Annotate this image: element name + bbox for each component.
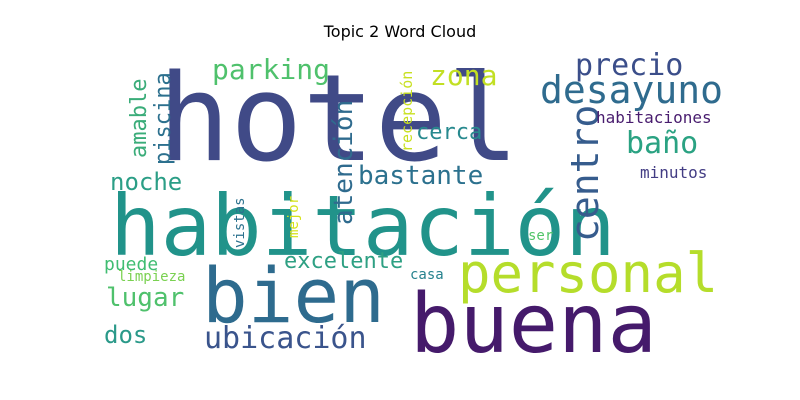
word-bien: bien [202, 251, 385, 340]
word-casa: casa [410, 267, 444, 283]
word-piscina: piscina [151, 72, 176, 165]
word-centro: centro [563, 105, 607, 242]
word-dos: dos [104, 321, 147, 349]
word-precio: precio [575, 48, 683, 83]
word-amable: amable [127, 79, 152, 158]
word-hotel: hotel [158, 50, 519, 189]
word-personal: personal [458, 242, 718, 305]
word-recepcion: recepción [398, 71, 416, 152]
word-bano: baño [626, 126, 698, 161]
word-habitacion: habitación [110, 177, 616, 275]
word-zona: zona [430, 59, 497, 92]
word-limpieza: limpieza [118, 269, 185, 285]
word-ser: ser [528, 228, 553, 244]
word-excelente: excelente [284, 249, 403, 274]
word-mejor: mejor [286, 196, 302, 238]
word-puede: puede [104, 254, 158, 275]
word-buena: buena [410, 277, 657, 372]
word-minutos: minutos [640, 163, 707, 182]
word-parking: parking [212, 53, 330, 86]
word-vistas: vistas [232, 197, 248, 248]
word-cerca: cerca [416, 120, 482, 145]
word-atencion: atención [329, 100, 359, 225]
word-desayuno: desayuno [540, 68, 723, 112]
word-noche: noche [110, 168, 182, 196]
word-habitaciones: habitaciones [596, 108, 712, 127]
word-bastante: bastante [358, 161, 483, 191]
chart-title: Topic 2 Word Cloud [323, 22, 477, 41]
word-ubicacion: ubicación [204, 321, 367, 356]
word-lugar: lugar [106, 283, 184, 313]
